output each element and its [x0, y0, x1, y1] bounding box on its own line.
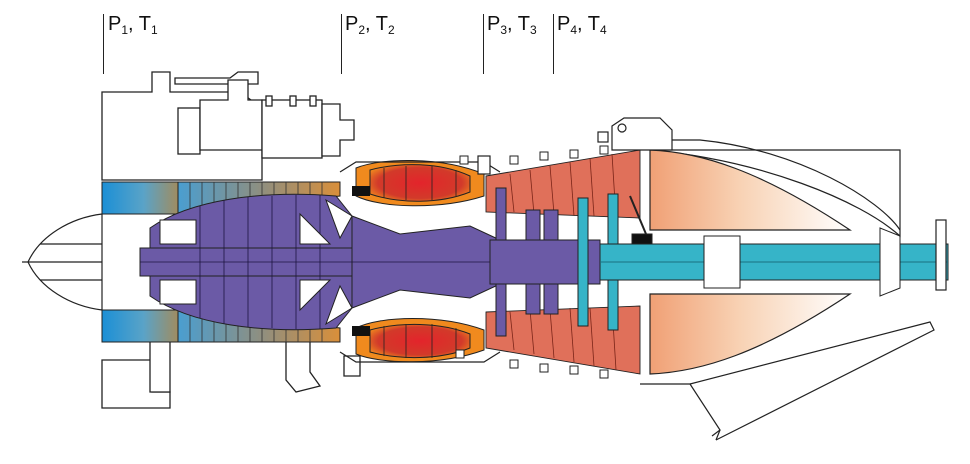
station-2-marker-line [341, 14, 343, 74]
output-shaft [599, 227, 949, 297]
compressor-inner-cavities [159, 198, 353, 326]
nose-cone [22, 213, 103, 311]
station-2-label: P2, T2 [345, 13, 395, 37]
station-1-label: P1, T1 [108, 13, 158, 37]
accessory-housing [101, 71, 361, 409]
station-3-marker-line [483, 14, 485, 74]
station-4-marker-line [553, 14, 555, 74]
turbine-disks [489, 187, 601, 337]
combustor-casing [339, 155, 501, 363]
station-3-label: P3, T3 [487, 13, 537, 37]
combustor-upper [352, 160, 485, 207]
exhaust-pipe-end [935, 219, 947, 291]
exhaust-duct [640, 139, 935, 441]
inlet-flow [101, 181, 179, 343]
station-1-marker-line [103, 14, 105, 74]
turbine-blades [485, 149, 641, 375]
casing-flanges [455, 145, 609, 379]
compressor-rotor-detail [140, 195, 500, 329]
turbine-link-rod [629, 195, 647, 235]
station-4-label: P4, T4 [557, 13, 607, 37]
exhaust-collector [597, 117, 673, 151]
combustor-lower [352, 318, 485, 363]
